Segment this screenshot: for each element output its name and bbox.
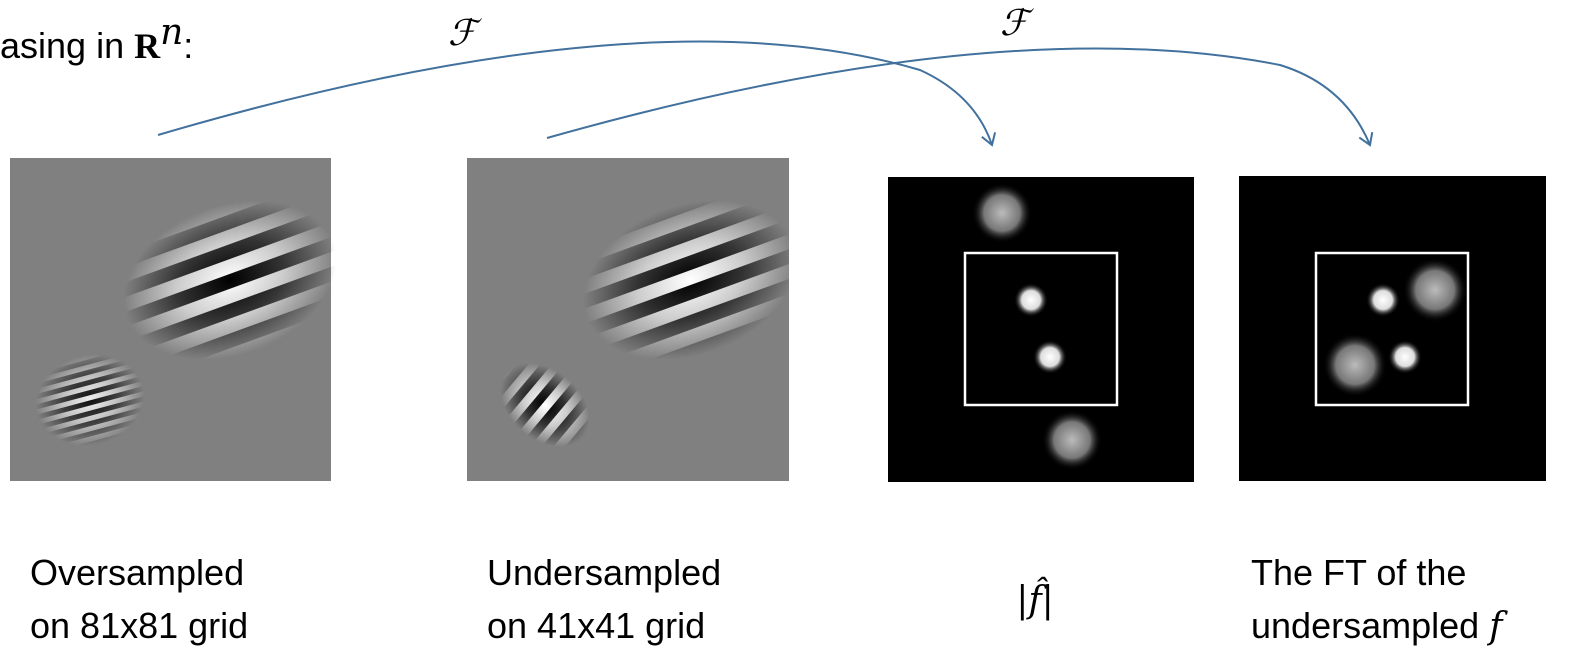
caption: Oversampled: [30, 552, 244, 593]
undersampled-fourier-image: [1239, 176, 1546, 481]
caption: on 41x41 grid: [487, 605, 705, 646]
caption: Undersampled: [487, 552, 721, 593]
arrow-label: ℱ: [1000, 3, 1034, 44]
fourier-image: [888, 177, 1194, 482]
caption: The FT of the: [1251, 552, 1466, 593]
oversampled-image: [10, 158, 360, 481]
arrow: [547, 48, 1370, 145]
slide: asing in Rn: ℱ ℱ Oversampled on 81x81 gr…: [0, 0, 1571, 652]
arrow-label: ℱ: [448, 13, 482, 54]
caption: |f̂|: [1016, 577, 1054, 621]
caption: on 81x81 grid: [30, 605, 248, 646]
undersampled-image: [467, 158, 789, 481]
title: asing in Rn:: [0, 12, 193, 66]
caption: undersampled f: [1251, 605, 1508, 647]
